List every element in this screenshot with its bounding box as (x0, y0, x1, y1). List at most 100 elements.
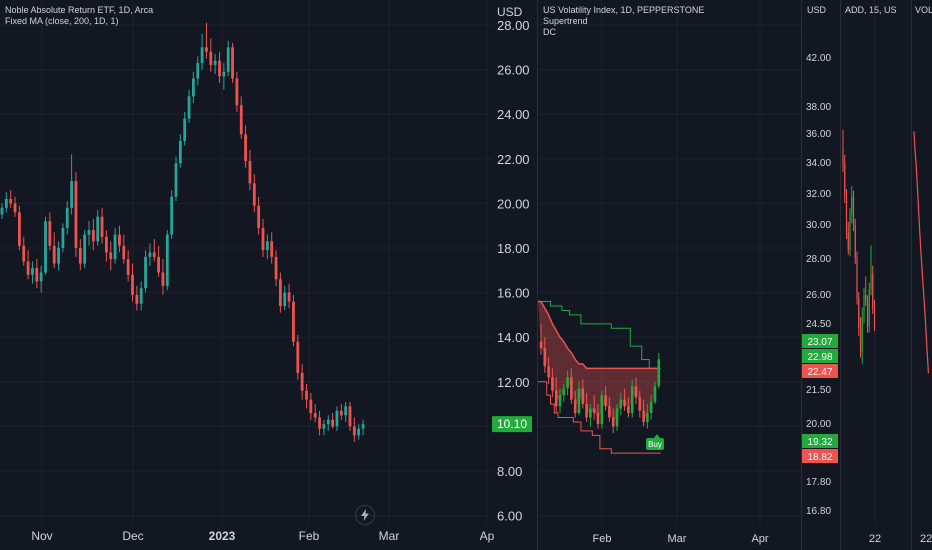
vix-candle (657, 359, 661, 387)
chart-panel-noble-etf[interactable]: 28.00 26.00 24.00 22.00 20.00 18.00 16.00 14.00… (0, 0, 537, 550)
noble-candle (18, 212, 21, 246)
noble-candle (361, 424, 365, 429)
currency-label: USD (807, 5, 827, 15)
y-axis-tick-label: 16.80 (806, 506, 831, 517)
buy-marker (646, 438, 664, 451)
panel-separator[interactable] (801, 0, 802, 550)
add-candle (845, 195, 848, 233)
lightning-icon[interactable] (355, 505, 375, 525)
noble-candle (313, 413, 317, 418)
dc-indicator-label[interactable]: DC (543, 27, 556, 37)
noble-candle (318, 417, 321, 429)
vix-candle (562, 388, 566, 396)
x-axis-tick-label: Apr (751, 533, 768, 545)
add-candle (849, 214, 851, 250)
noble-candle (135, 294, 139, 304)
add-candle (844, 164, 846, 196)
noble-candle (65, 207, 69, 228)
vix-candle (577, 388, 581, 414)
add-candle (854, 225, 856, 258)
supertrend-indicator-label[interactable]: Supertrend (543, 16, 588, 26)
y-axis-tick-label: 20.00 (806, 419, 831, 430)
noble-candle (335, 410, 339, 427)
noble-candle (257, 205, 261, 228)
vix-candle (619, 399, 623, 409)
price-chart-vold[interactable]: 22 (912, 0, 932, 550)
price-tag-value: 22.47 (807, 367, 832, 378)
noble-candle (161, 272, 165, 286)
price-scale-vix[interactable]: 42.00 38.00 36.00 34.00 32.00 30.00 28.00 26.00… (802, 0, 840, 550)
add-candle (856, 257, 858, 299)
noble-candle (309, 399, 313, 414)
noble-candle (61, 227, 65, 248)
chart-panel-vold[interactable]: 22 VOLD, 15, US (912, 0, 932, 550)
x-axis-tick-label: Feb (593, 533, 612, 545)
panel-separator[interactable] (537, 0, 538, 550)
noble-candle (205, 47, 208, 52)
noble-candle (326, 419, 330, 425)
add-candle (842, 148, 844, 165)
vix-candle (600, 395, 604, 425)
vix-candle (596, 413, 600, 425)
y-axis-tick-label: 20.00 (497, 196, 530, 211)
price-tag (802, 364, 838, 378)
noble-candle (322, 424, 326, 429)
chart-panel-add[interactable]: 22 ADD, 15, US (841, 0, 911, 550)
price-chart-add[interactable]: 22 (841, 0, 911, 550)
noble-candle (244, 134, 247, 162)
vix-candle (623, 399, 626, 407)
noble-candle (126, 259, 130, 275)
x-axis-tick-label: 2023 (209, 529, 236, 543)
noble-candle (331, 419, 334, 427)
vold-line (913, 131, 929, 374)
add-candle (852, 196, 855, 226)
vix-candle (592, 408, 596, 414)
noble-candle (170, 196, 174, 235)
vix-candle (630, 386, 634, 414)
noble-candle (26, 261, 30, 275)
x-axis-tick-label: Ap (480, 529, 495, 543)
price-tag (802, 434, 838, 448)
noble-candle (352, 426, 356, 436)
vix-candle (638, 397, 642, 411)
y-axis-tick-label: 12.00 (497, 375, 530, 390)
buy-marker-label: Buy (648, 440, 662, 449)
currency-label: USD (497, 5, 523, 19)
noble-candle (344, 406, 348, 416)
vix-candle (615, 408, 619, 427)
price-chart-vix[interactable]: Feb Mar Apr Buy (538, 0, 801, 550)
noble-candle (144, 256, 147, 289)
panel-separator[interactable] (911, 0, 912, 550)
noble-candle (292, 301, 295, 342)
price-chart-noble-etf[interactable]: 28.00 26.00 24.00 22.00 20.00 18.00 16.00 14.00… (0, 0, 537, 550)
noble-candle (35, 268, 39, 282)
chart-panel-vix[interactable]: Feb Mar Apr Buy US Volatility Index, 1D, PE… (538, 0, 801, 550)
price-scale-panel[interactable]: 42.00 38.00 36.00 34.00 32.00 30.00 28.00 26.00… (802, 0, 840, 550)
vix-candle (653, 386, 657, 402)
noble-candle (265, 241, 269, 251)
add-candle (859, 328, 862, 352)
vix-candle (543, 348, 547, 367)
vix-candle (554, 390, 558, 407)
add-candle (861, 317, 863, 352)
noble-candle (178, 140, 182, 164)
add-candle (863, 295, 865, 318)
fixed-ma-indicator-label[interactable]: Fixed MA (close, 200, 1D, 1) (5, 16, 119, 26)
last-price-tag (492, 416, 532, 433)
noble-candle (87, 230, 91, 235)
noble-candle (248, 161, 252, 184)
vix-candle (558, 395, 562, 407)
y-axis-tick-label: 18.00 (497, 241, 530, 256)
panel1-title: Noble Absolute Return ETF, 1D, Arca (5, 5, 154, 15)
noble-candle (13, 203, 17, 213)
noble-candle (357, 428, 361, 436)
y-axis-tick-label: 21.50 (806, 385, 831, 396)
price-tag-value: 22.98 (807, 352, 832, 363)
noble-candle (148, 252, 152, 257)
vix-candle (570, 377, 573, 400)
y-axis-tick-label: 42.00 (806, 53, 831, 64)
noble-candle (274, 256, 278, 280)
panel-separator[interactable] (840, 0, 841, 550)
panel5-title: VOLD, 15, US (915, 5, 932, 15)
add-candle (865, 295, 867, 302)
